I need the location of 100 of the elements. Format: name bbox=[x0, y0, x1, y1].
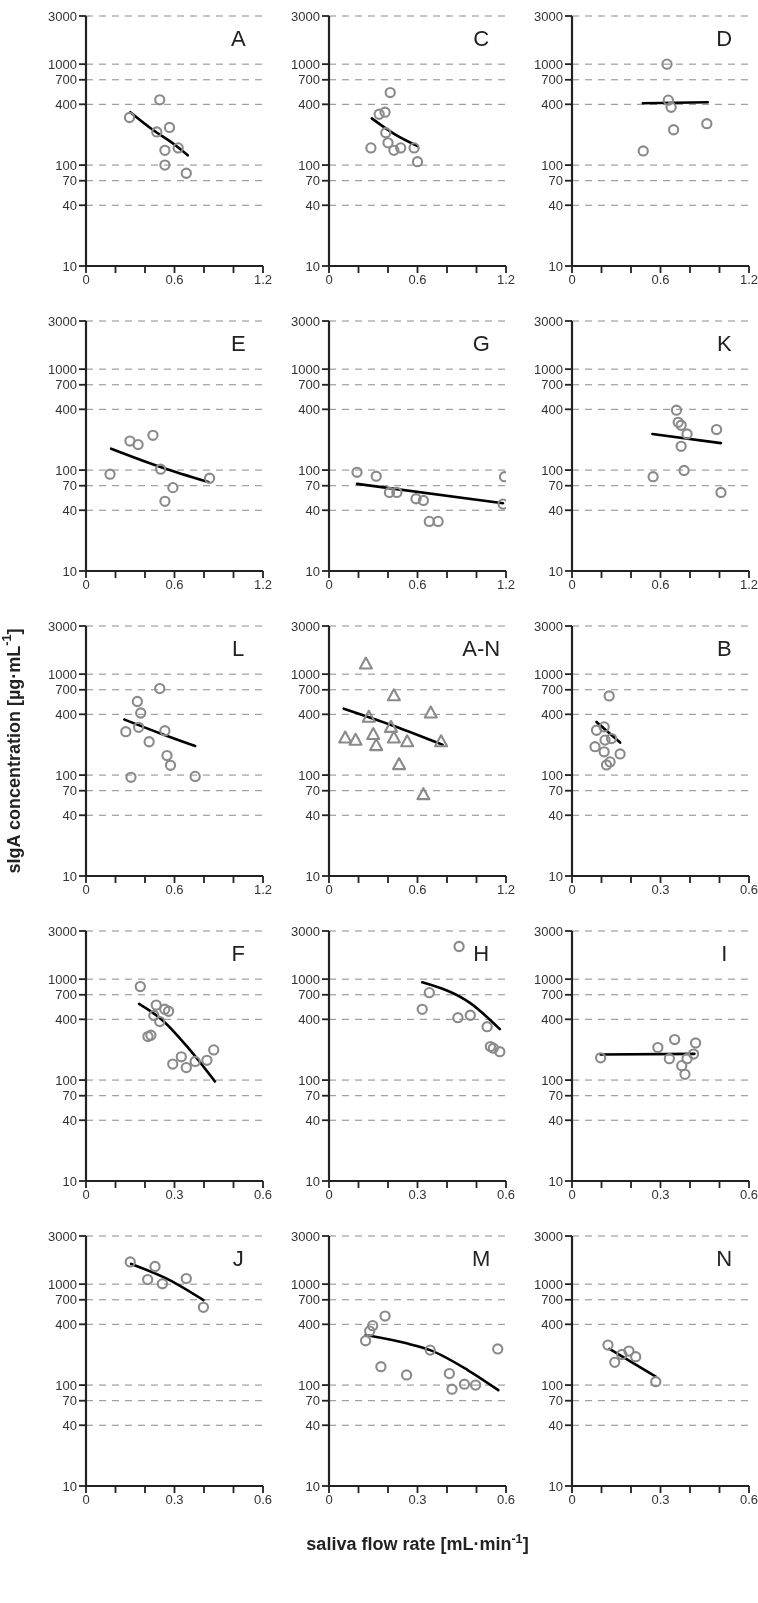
y-tick-label: 10 bbox=[548, 563, 563, 579]
point bbox=[382, 137, 394, 149]
y-tick-label: 3000 bbox=[534, 618, 563, 634]
point bbox=[609, 1356, 621, 1368]
x-tick-label: 0 bbox=[568, 882, 576, 898]
point bbox=[392, 757, 407, 771]
point bbox=[104, 468, 116, 480]
y-tick-label: 3000 bbox=[291, 1228, 320, 1244]
point bbox=[432, 515, 444, 528]
point bbox=[203, 472, 216, 484]
point bbox=[375, 1361, 387, 1373]
y-tick-label: 10 bbox=[548, 1173, 563, 1189]
point bbox=[603, 690, 615, 702]
point bbox=[386, 730, 401, 744]
point bbox=[423, 987, 435, 999]
point bbox=[678, 464, 690, 477]
point bbox=[453, 940, 465, 953]
point bbox=[410, 493, 422, 505]
y-tick-label: 400 bbox=[541, 401, 563, 417]
y-tick-label: 3000 bbox=[48, 8, 77, 24]
point bbox=[180, 1061, 192, 1074]
point bbox=[162, 1005, 175, 1017]
x-tick-label: 0.6 bbox=[496, 1187, 516, 1203]
x-tick-label: 0.6 bbox=[165, 882, 184, 898]
point bbox=[589, 741, 601, 753]
point bbox=[630, 1351, 642, 1363]
y-tick-label: 400 bbox=[55, 401, 77, 417]
y-tick-label: 1000 bbox=[534, 56, 563, 72]
y-tick-label: 400 bbox=[298, 401, 320, 417]
point bbox=[602, 1339, 614, 1351]
point bbox=[133, 721, 145, 734]
point bbox=[369, 738, 384, 752]
point bbox=[663, 1053, 675, 1065]
y-tick-label: 70 bbox=[548, 173, 563, 189]
y-tick-label: 100 bbox=[55, 157, 77, 173]
y-tick-label: 10 bbox=[548, 1478, 563, 1494]
x-tick-label: 0.6 bbox=[496, 1492, 516, 1508]
y-tick-label: 70 bbox=[305, 1393, 320, 1409]
y-tick-label: 10 bbox=[305, 258, 320, 274]
x-tick-label: 0.6 bbox=[739, 882, 758, 898]
point bbox=[143, 736, 155, 748]
y-tick-label: 400 bbox=[541, 1011, 563, 1027]
point bbox=[446, 1383, 458, 1395]
x-tick-label: 0.6 bbox=[651, 577, 670, 593]
point bbox=[614, 748, 626, 760]
point bbox=[167, 481, 179, 494]
x-tick-label: 1.2 bbox=[253, 577, 273, 593]
point bbox=[384, 86, 396, 99]
point bbox=[180, 167, 192, 179]
text: F bbox=[231, 941, 245, 966]
x-tick-label: 1.2 bbox=[496, 272, 516, 288]
y-tick-label: 100 bbox=[541, 157, 563, 173]
point bbox=[154, 682, 166, 695]
x-tick-label: 1.2 bbox=[739, 577, 758, 593]
y-tick-label: 1000 bbox=[48, 56, 77, 72]
x-tick-label: 0 bbox=[325, 882, 333, 898]
point bbox=[148, 1009, 160, 1022]
y-tick-label: 10 bbox=[305, 1173, 320, 1189]
point bbox=[125, 771, 137, 783]
text: I bbox=[721, 941, 728, 966]
y-tick-label: 40 bbox=[548, 197, 563, 213]
y-tick-label: 1000 bbox=[291, 56, 320, 72]
y-tick-label: 100 bbox=[55, 1072, 77, 1088]
text: A bbox=[230, 26, 246, 51]
y-tick-label: 70 bbox=[548, 1088, 563, 1104]
text: A-N bbox=[462, 636, 501, 661]
y-tick-label: 1000 bbox=[534, 666, 563, 682]
text: N bbox=[716, 1246, 733, 1271]
x-tick-label: 1.2 bbox=[496, 882, 516, 898]
x-tick-label: 0 bbox=[82, 1492, 90, 1508]
y-tick-label: 1000 bbox=[48, 971, 77, 987]
y-tick-label: 400 bbox=[298, 96, 320, 112]
point bbox=[365, 142, 377, 154]
x-tick-label: 0.6 bbox=[253, 1492, 273, 1508]
x-tick-label: 0.6 bbox=[408, 272, 427, 288]
x-tick-label: 0 bbox=[325, 272, 333, 288]
point bbox=[180, 1272, 192, 1285]
point bbox=[358, 656, 373, 670]
point bbox=[391, 486, 403, 499]
point bbox=[132, 438, 144, 451]
y-tick-label: 700 bbox=[541, 682, 563, 698]
point bbox=[154, 1015, 166, 1028]
y-tick-label: 40 bbox=[62, 197, 77, 213]
x-tick-label: 1.2 bbox=[496, 577, 516, 593]
point bbox=[380, 127, 392, 139]
x-tick-label: 0.3 bbox=[165, 1492, 184, 1508]
y-tick-label: 3000 bbox=[291, 923, 320, 939]
point bbox=[647, 471, 659, 483]
y-tick-label: 3000 bbox=[534, 1228, 563, 1244]
point bbox=[469, 1379, 482, 1391]
x-tick-label: 0.6 bbox=[165, 577, 184, 593]
point bbox=[167, 1058, 179, 1070]
x-tick-label: 1.2 bbox=[253, 882, 273, 898]
y-tick-label: 70 bbox=[305, 478, 320, 494]
text: H bbox=[473, 941, 490, 966]
point bbox=[159, 1003, 171, 1015]
y-tick-label: 40 bbox=[62, 1417, 77, 1433]
y-tick-label: 400 bbox=[298, 1316, 320, 1332]
point bbox=[367, 1320, 379, 1332]
y-tick-label: 100 bbox=[55, 462, 77, 478]
